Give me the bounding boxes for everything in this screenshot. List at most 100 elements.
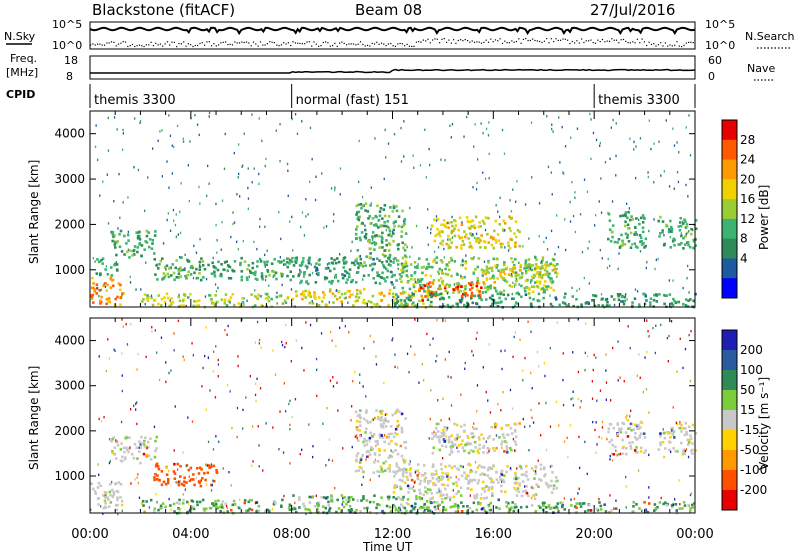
velocity-noise-cell [315,494,317,497]
velocity-echo-cell [422,506,425,510]
velocity-echo-cell [400,479,404,482]
velocity-echo-cell [405,475,409,479]
velocity-echo-cell [468,463,472,467]
velocity-noise-cell [687,455,690,459]
power-echo-cell [540,288,543,291]
velocity-echo-cell [466,505,469,508]
power-echo-cell [553,264,557,268]
power-noise-cell [461,221,463,224]
power-echo-cell [477,237,481,240]
power-noise-cell [558,116,560,119]
power-echo-cell [323,293,326,297]
velocity-echo-cell [555,486,559,490]
nsearch-point [515,40,517,43]
velocity-echo-cell [444,508,448,512]
power-echo-cell [399,277,402,280]
velocity-noise-cell [281,340,283,344]
velocity-noise-cell [408,371,410,374]
power-noise-cell [484,177,487,180]
velocity-noise-cell [557,510,559,513]
velocity-echo-cell [173,462,176,466]
velocity-echo-cell [448,435,451,439]
power-echo-cell [353,263,356,267]
power-echo-cell [217,260,220,264]
velocity-echo-cell [430,492,434,495]
power-echo-cell [472,294,476,298]
power-echo-cell [551,280,555,284]
power-echo-cell [333,294,337,298]
power-echo-cell [186,273,190,277]
nsearch-point [594,42,597,44]
velocity-echo-cell [406,498,410,501]
power-echo-cell [680,241,683,245]
power-echo-cell [266,270,270,274]
nsearch-point [229,43,231,45]
power-noise-cell [175,213,177,216]
power-echo-cell [682,302,685,306]
power-echo-cell [445,221,449,225]
power-echo-cell [404,301,407,305]
velocity-echo-cell [621,446,625,450]
velocity-echo-cell [532,486,535,490]
velocity-echo-cell [476,449,479,453]
velocity-echo-cell [294,510,298,514]
power-echo-cell [395,209,399,213]
nsearch-point [494,39,497,41]
velocity-echo-cell [598,501,601,504]
power-noise-cell [409,255,411,258]
power-echo-cell [145,234,149,238]
velocity-echo-cell [178,498,181,502]
power-echo-cell [92,301,95,304]
nsearch-point [508,42,510,44]
velocity-echo-cell [500,490,503,493]
power-echo-cell [694,238,697,241]
velocity-echo-cell [506,433,509,436]
velocity-echo-cell [500,443,503,446]
velocity-echo-cell [478,464,481,467]
velocity-noise-cell [647,335,649,338]
power-echo-cell [456,287,460,291]
velocity-echo-cell [140,435,143,439]
velocity-echo-cell [233,503,237,506]
power-echo-cell [384,279,387,283]
velocity-echo-cell [182,484,186,487]
velocity-echo-cell [384,469,387,472]
power-echo-cell [529,303,533,307]
power-noise-cell [237,176,239,179]
power-echo-cell [503,272,507,276]
velocity-echo-cell [416,474,419,477]
nsearch-point [557,39,559,41]
power-echo-cell [618,245,622,249]
velocity-echo-cell [140,442,144,445]
power-echo-cell [477,225,480,229]
velocity-echo-cell [669,436,672,439]
velocity-echo-cell [530,467,534,470]
nsearch-point [385,45,387,47]
velocity-echo-cell [196,467,199,470]
power-noise-cell [411,291,413,295]
power-echo-cell [661,220,665,223]
power-echo-cell [554,271,557,274]
velocity-echo-cell [442,434,445,437]
y-tick-label: 1000 [54,263,85,277]
power-echo-cell [629,246,633,250]
power-noise-cell [339,167,342,170]
velocity-noise-cell [579,466,581,470]
power-echo-cell [426,298,430,302]
power-echo-cell [466,301,469,305]
velocity-echo-cell [198,481,201,485]
nsearch-point [222,41,224,43]
nsearch-point [418,41,420,43]
power-echo-cell [370,241,374,245]
power-noise-cell [161,129,163,132]
power-noise-cell [639,137,642,140]
velocity-echo-cell [469,449,473,452]
power-echo-cell [520,295,523,299]
power-echo-cell [521,272,524,275]
power-echo-cell [126,233,130,237]
velocity-echo-cell [121,455,124,459]
power-echo-cell [371,267,375,271]
nsearch-point [138,44,141,46]
velocity-noise-cell [522,379,524,382]
power-noise-cell [246,299,248,302]
